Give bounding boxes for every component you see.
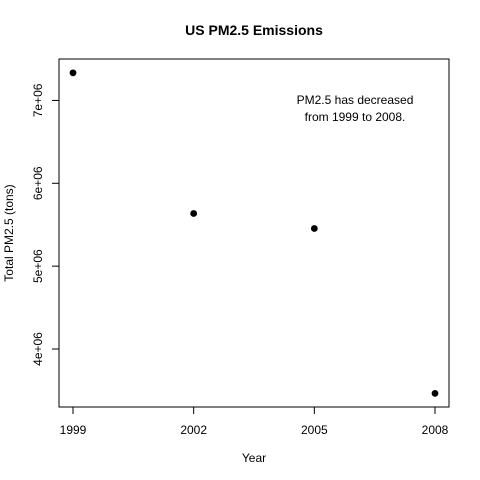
x-tick-label: 1999 [60,423,87,437]
data-point [311,225,318,232]
data-point [70,69,77,76]
annotation-line-1: PM2.5 has decreased [297,93,414,107]
annotation-line-2: from 1999 to 2008. [305,110,406,124]
x-tick-label: 2005 [301,423,328,437]
y-tick-label: 5e+06 [31,249,45,283]
y-tick-label: 6e+06 [31,166,45,200]
y-tick-label: 4e+06 [31,332,45,366]
y-tick-label: 7e+06 [31,83,45,117]
x-tick-label: 2008 [422,423,449,437]
x-axis: 1999 2002 2005 2008 [60,407,449,437]
chart-title: US PM2.5 Emissions [185,22,323,38]
y-axis-label: Total PM2.5 (tons) [2,184,16,281]
y-axis: 4e+06 5e+06 6e+06 7e+06 [31,83,59,366]
x-axis-label: Year [242,451,266,465]
data-point [190,210,197,217]
x-tick-label: 2002 [180,423,207,437]
data-point [432,390,439,397]
